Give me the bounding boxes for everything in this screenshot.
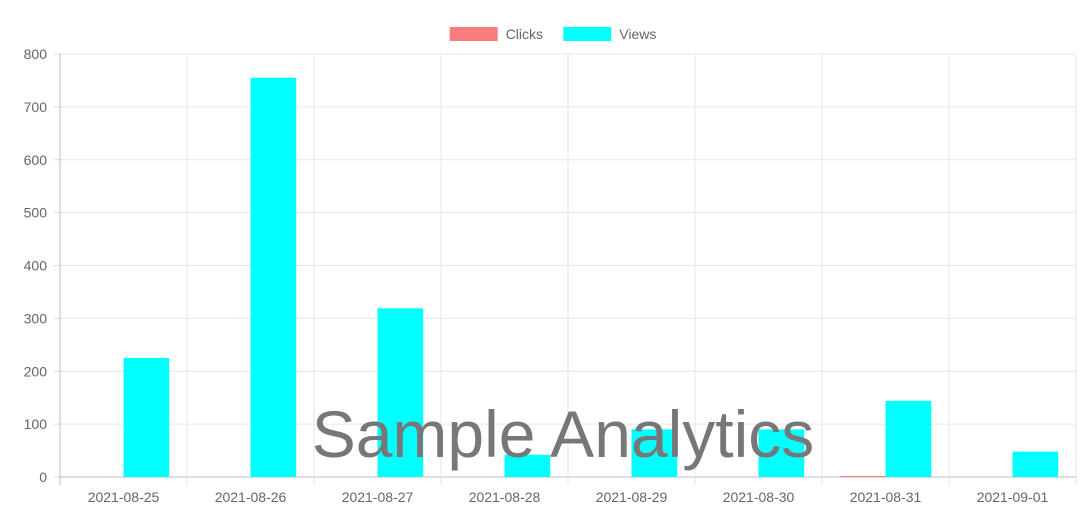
x-tick-label: 2021-08-27 (342, 489, 414, 505)
x-axis: 2021-08-25 2021-08-26 2021-08-27 2021-08-28… (88, 489, 1049, 505)
grid-lines (60, 53, 1077, 485)
bar-views-2021-08-29[interactable] (631, 429, 678, 477)
y-tick-label: 600 (24, 152, 48, 168)
y-tick-label: 0 (39, 469, 47, 485)
bar-clicks-2021-08-31[interactable] (839, 475, 886, 477)
legend: Clicks Views (449, 26, 656, 42)
legend-label: Clicks (506, 26, 543, 42)
bar-views-2021-09-01[interactable] (1012, 451, 1059, 477)
y-tick-label: 700 (24, 99, 48, 115)
x-tick-label: 2021-08-26 (215, 489, 287, 505)
bar-views-2021-08-30[interactable] (758, 429, 805, 477)
bar-views-2021-08-25[interactable] (123, 358, 170, 477)
bars (123, 77, 1059, 477)
y-tick-label: 800 (24, 46, 48, 62)
y-axis: 0 100 200 300 400 500 600 700 800 (24, 46, 61, 485)
bar-views-2021-08-26[interactable] (250, 77, 297, 477)
x-tick-label: 2021-08-28 (469, 489, 541, 505)
bar-views-2021-08-31[interactable] (885, 400, 932, 477)
y-tick-label: 500 (24, 205, 48, 221)
x-tick-label: 2021-08-31 (850, 489, 922, 505)
legend-item-views[interactable]: Views (563, 26, 656, 42)
legend-item-clicks[interactable]: Clicks (449, 26, 543, 42)
legend-label: Views (619, 26, 656, 42)
watermark-text: Sample Analytics (312, 397, 815, 471)
bar-views-2021-08-27[interactable] (377, 308, 424, 477)
legend-swatch (449, 27, 498, 41)
y-tick-label: 200 (24, 363, 48, 379)
y-tick-label: 100 (24, 416, 48, 432)
x-tick-label: 2021-08-30 (723, 489, 795, 505)
bar-views-2021-08-28[interactable] (504, 454, 551, 477)
x-tick-label: 2021-09-01 (977, 489, 1049, 505)
y-tick-label: 300 (24, 310, 48, 326)
x-tick-label: 2021-08-29 (596, 489, 668, 505)
y-tick-label: 400 (24, 258, 48, 274)
legend-swatch (563, 27, 612, 41)
x-tick-label: 2021-08-25 (88, 489, 160, 505)
